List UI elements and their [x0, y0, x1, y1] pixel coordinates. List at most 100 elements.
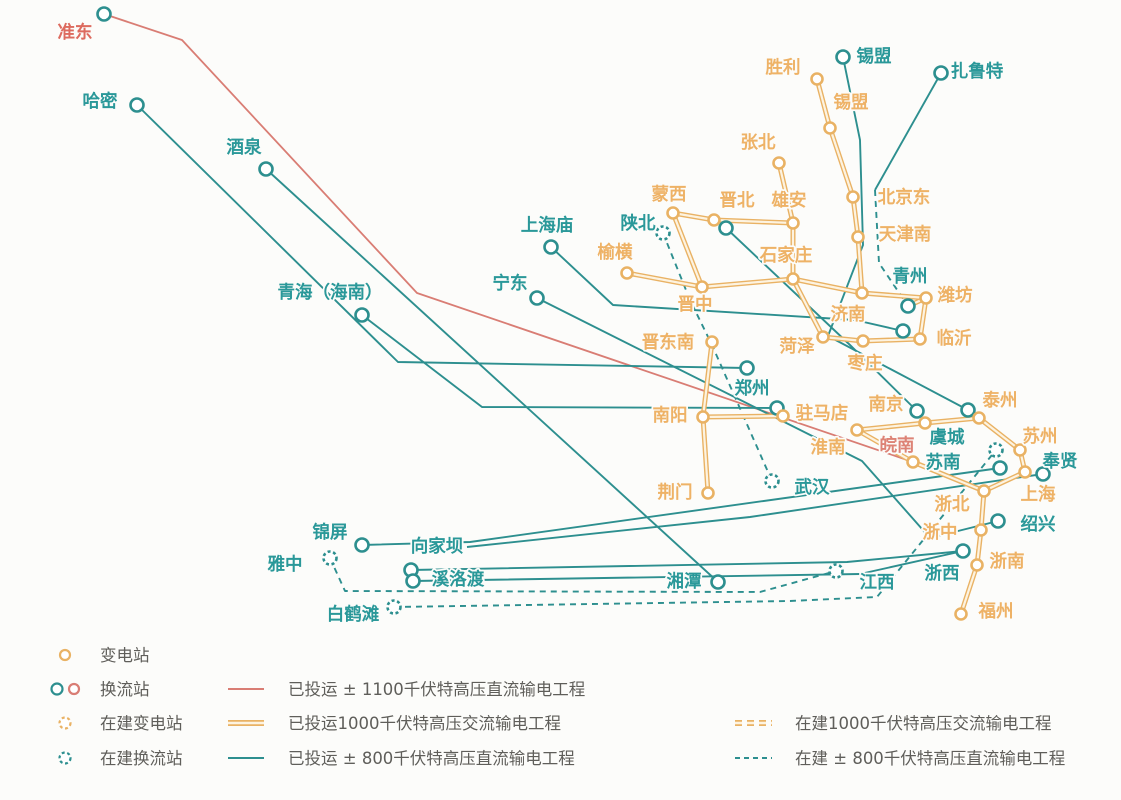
station-label-ningdong: 宁东 — [493, 273, 528, 294]
station-label-jindongnan: 晋东南 — [642, 332, 695, 353]
station-node-shanghaimiao — [543, 239, 559, 255]
station-label-zhumadian-ac: 驻马店 — [796, 403, 849, 424]
line-ac-core-mengxi-jinzhong — [671, 211, 704, 289]
line-ac-core-yuheng-jinzhong — [625, 271, 704, 289]
station-node-xiangtan — [710, 574, 726, 590]
station-node-nanjing-dc — [909, 403, 925, 419]
station-node-taizhou-dc — [960, 402, 976, 418]
station-label-baihetan: 白鹤滩 — [327, 604, 380, 625]
station-label-zhebei: 浙北 — [935, 494, 970, 515]
legend-station-label-3: 在建换流站 — [100, 749, 183, 768]
station-label-jinzhong: 晋中 — [678, 294, 713, 315]
station-label-zaozhuang: 枣庄 — [847, 353, 883, 374]
station-node-shaanbei-under-construction — [655, 225, 671, 241]
station-label-shaanbei: 陕北 — [621, 213, 656, 234]
station-node-linyi-dc — [895, 323, 911, 339]
line-dc-uc-yazhong-jiangxi — [329, 557, 837, 593]
station-label-heze: 菏泽 — [780, 336, 815, 357]
station-label-qinghai-hainan: 青海（海南） — [278, 282, 383, 303]
station-node-jinbei-dc — [718, 220, 734, 236]
station-node-suzhou — [1013, 443, 1027, 457]
station-label-ximeng-dc: 锡盟 — [857, 46, 892, 67]
station-node-ximeng-ac — [823, 121, 837, 135]
station-node-zhundong — [96, 6, 112, 22]
legend-operational-label-1: 已投运1000千伏特高压交流输电工程 — [288, 714, 561, 733]
station-label-zhenan: 浙南 — [990, 551, 1025, 572]
station-node-xiluodu-b — [405, 573, 421, 589]
station-label-nanjing-ac: 南京 — [869, 394, 904, 415]
station-label-xiongan: 雄安 — [771, 190, 807, 211]
station-label-jiuquan: 酒泉 — [227, 137, 262, 158]
station-node-yuheng — [620, 266, 634, 280]
station-node-fengxian — [1035, 466, 1051, 482]
line-dc-jiuquan-xiangtan — [265, 168, 719, 583]
station-label-xiluodu-a: 溪洛渡 — [432, 569, 485, 590]
station-node-beijingdong — [846, 190, 860, 204]
station-node-jinbei-ac — [707, 213, 721, 227]
station-label-zhalute: 扎鲁特 — [951, 61, 1004, 82]
legend-converter-uc-icon — [58, 751, 72, 765]
station-node-zhengzhou — [739, 360, 755, 376]
station-label-nanyang: 南阳 — [653, 405, 688, 426]
line-dc-xiluodu-zhexi-a — [410, 550, 964, 571]
line-ac-core-shijiazhuang-jinan — [791, 277, 864, 295]
legend-substation-icon — [58, 648, 72, 662]
station-node-shaoxing — [990, 513, 1006, 529]
station-label-shengli: 胜利 — [766, 57, 801, 78]
station-label-ximeng-ac: 锡盟 — [834, 92, 869, 113]
line-dc-hami-zhengzhou — [136, 104, 748, 369]
station-node-shanghai — [1018, 465, 1032, 479]
station-node-tianjinnan — [851, 230, 865, 244]
station-label-shaoxing: 绍兴 — [1021, 514, 1056, 535]
line-dc-jinbei-nanjing — [725, 227, 918, 412]
station-label-shijiazhuang: 石家庄 — [759, 245, 813, 266]
station-label-zhengzhou: 郑州 — [735, 378, 770, 399]
line-ac-core-jinzhong-shijiazhuang — [700, 277, 795, 289]
legend-construction-label-1: 在建 ± 800千伏特高压直流输电工程 — [795, 749, 1065, 768]
station-node-hami — [129, 97, 145, 113]
station-node-zhalute — [933, 65, 949, 81]
station-label-wuhan: 武汉 — [795, 477, 830, 498]
station-node-sunan — [992, 460, 1008, 476]
station-label-weifang: 潍坊 — [938, 285, 973, 306]
station-node-weifang — [919, 291, 933, 305]
line-dc-jinping-sunan — [361, 467, 1001, 546]
station-node-jiangxi-under-construction — [828, 563, 844, 579]
station-node-yazhong-under-construction — [322, 550, 338, 566]
station-label-zhundong: 准东 — [58, 22, 93, 43]
station-label-sunan: 苏南 — [926, 452, 961, 473]
station-label-mengxi: 蒙西 — [652, 184, 687, 205]
station-label-zhexi: 浙西 — [925, 563, 960, 584]
station-node-fuzhou — [954, 607, 968, 621]
line-dc-uc-baihetan-yucheng — [393, 449, 997, 608]
legend-station-label-2: 在建变电站 — [100, 714, 183, 733]
station-label-yazhong: 雅中 — [267, 554, 303, 575]
station-label-zhangbei: 张北 — [741, 133, 776, 153]
line-dc-xiluodu-zhexi-b — [412, 550, 964, 582]
station-node-ningdong — [529, 290, 545, 306]
station-node-huainan — [850, 423, 864, 437]
station-label-qingzhou: 青州 — [893, 266, 928, 287]
line-ac-core-huadong-ring — [855, 416, 1027, 493]
line-dc-xiangjiaba-fengxian — [466, 473, 1044, 548]
legend-converter-icon — [50, 682, 64, 696]
station-label-jingmen: 荆门 — [658, 482, 693, 503]
station-node-shengli — [810, 72, 824, 86]
station-node-yucheng-under-construction — [988, 442, 1004, 458]
station-label-wannan: 皖南 — [880, 435, 915, 456]
station-label-jinan: 济南 — [831, 304, 866, 325]
station-node-nanjing-ac — [918, 416, 932, 430]
line-dc-zhalute-qingzhou-solid — [874, 72, 942, 191]
station-node-zhangbei — [772, 156, 786, 170]
legend-construction-label-0: 在建1000千伏特高压交流输电工程 — [795, 714, 1052, 733]
station-node-nanyang — [696, 410, 710, 424]
station-label-tianjinnan: 天津南 — [879, 224, 932, 245]
station-label-zhezhong: 浙中 — [923, 522, 958, 543]
station-node-jinzhong — [695, 280, 709, 294]
station-label-linyi-ac: 临沂 — [937, 328, 972, 349]
line-ac-core-shandong-ring — [791, 277, 928, 343]
line-ac-core-nanyang-zhumadian — [701, 414, 785, 419]
legend-converter-icon-2 — [67, 682, 81, 696]
